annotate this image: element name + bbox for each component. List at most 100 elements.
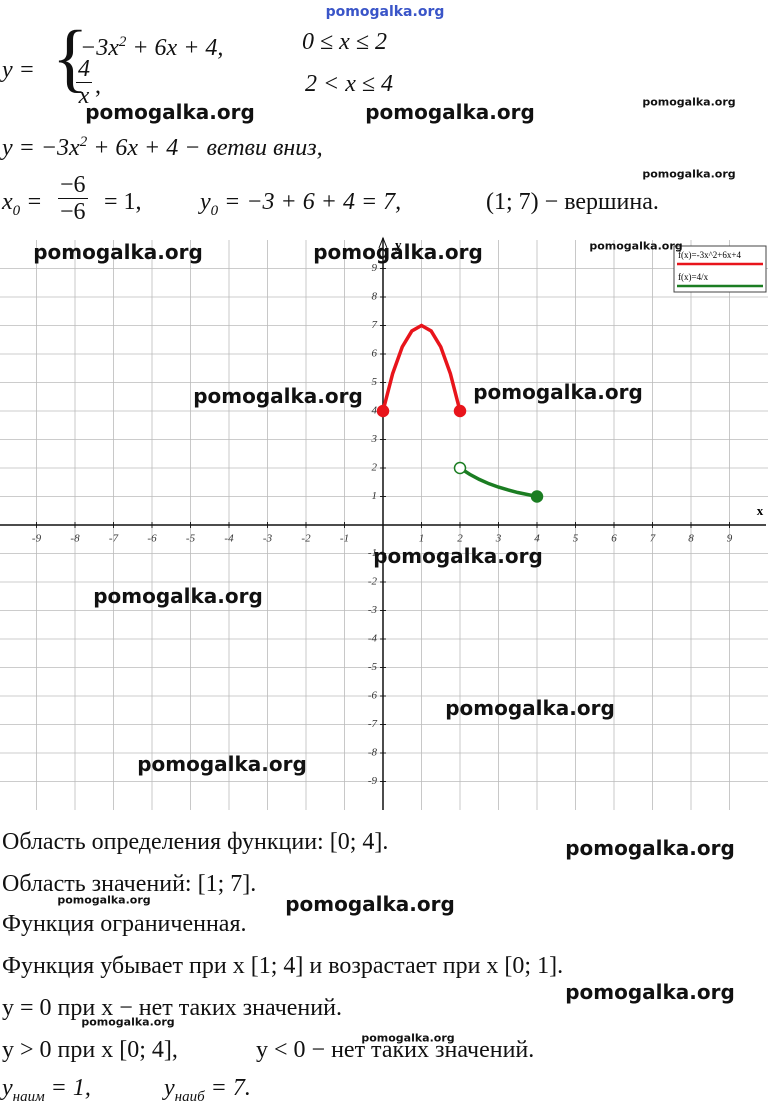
watermark: pomogalka.org	[193, 384, 363, 408]
point	[376, 404, 390, 418]
x-tick-label: 7	[650, 533, 656, 545]
x-tick-label: 6	[611, 533, 617, 545]
y-tick-label: -9	[368, 775, 378, 787]
extrema: yнаим = 1,	[2, 1074, 91, 1105]
text-line: y = 0 при x − нет таких значений.	[2, 995, 342, 1021]
legend-label: f(x)=-3x^2+6x+4	[678, 250, 741, 260]
y-tick-label: 8	[372, 291, 378, 303]
sign-line: y < 0 − нет таких значений.	[256, 1037, 535, 1063]
y-tick-label: -5	[368, 661, 378, 673]
y-tick-label: -2	[368, 576, 378, 588]
formula-line: y = −3x2 + 6x + 4 − ветви вниз,	[2, 128, 323, 162]
y-tick-label: 2	[372, 462, 378, 474]
watermark: pomogalka.org	[81, 1015, 175, 1029]
x-tick-label: -4	[224, 533, 234, 545]
subscript: 0	[210, 202, 219, 219]
x-tick-label: -8	[70, 533, 80, 545]
watermark: pomogalka.org	[93, 584, 263, 608]
case1: −3x2 + 6x + 4,	[80, 28, 223, 62]
y-tick-label: -7	[368, 718, 378, 730]
watermark: pomogalka.org	[589, 239, 683, 253]
x-tick-label: 1	[419, 533, 425, 545]
subscript: 0	[12, 202, 21, 219]
text-line: Функция ограниченная.	[2, 911, 247, 937]
var: x	[2, 189, 13, 215]
watermark: pomogalka.org	[473, 380, 643, 404]
x-tick-label: -3	[263, 533, 273, 545]
y-tick-label: 6	[372, 348, 378, 360]
formula: = −3 + 6 + 4 = 7,	[218, 189, 402, 215]
y-axis-label: y	[395, 237, 402, 252]
y-tick-label: -8	[368, 747, 378, 759]
y-tick-label: 1	[372, 490, 378, 502]
y-tick-label: 7	[372, 319, 378, 331]
watermark: pomogalka.org	[361, 1031, 455, 1045]
formula: = 7.	[204, 1075, 251, 1101]
y0: y0 = −3 + 6 + 4 = 7,	[200, 188, 401, 225]
x-tick-label: -7	[109, 533, 119, 545]
watermark: pomogalka.org	[445, 696, 615, 720]
legend	[673, 245, 767, 293]
watermark: pomogalka.org	[325, 4, 445, 20]
x-tick-label: -9	[32, 533, 42, 545]
watermark: pomogalka.org	[85, 100, 255, 124]
var: y	[164, 1075, 175, 1101]
condition: 2 < x ≤ 4	[305, 71, 394, 97]
denominator: −6	[60, 199, 86, 225]
text-line: Область значений: [1; 7].	[2, 871, 257, 897]
y-tick-label: -1	[368, 547, 377, 559]
vertex: (1; 7) − вершина.	[486, 189, 659, 215]
x-tick-label: 3	[495, 533, 502, 545]
y-tick-label: -3	[368, 604, 378, 616]
y-tick-label: 4	[372, 405, 378, 417]
formula: =	[20, 189, 43, 215]
watermark: pomogalka.org	[285, 892, 455, 916]
formula: −3x	[80, 35, 119, 61]
var: y	[2, 1075, 13, 1101]
x-tick-label: 5	[573, 533, 579, 545]
text-line: Область определения функции: [0; 4].	[2, 829, 389, 855]
x-tick-label: -1	[340, 533, 349, 545]
watermark: pomogalka.org	[57, 893, 151, 907]
watermark: pomogalka.org	[373, 544, 543, 568]
point	[453, 461, 467, 475]
x-tick-label: -6	[147, 533, 157, 545]
condition: 0 ≤ x ≤ 2	[302, 29, 387, 55]
graph: -9 -8 -7 -6 -5 -4 -3 -2 -1 1 2 3 4 5 6 7 8 9 -9 -8 -7 -6 -5 -4 -…	[0, 236, 768, 810]
formula: + 6x + 4 − ветви вниз,	[87, 135, 323, 161]
fraction: −6 −6	[58, 172, 88, 225]
x0: x0 =	[2, 188, 42, 225]
formula: y = −3x	[2, 135, 80, 161]
numerator: −6	[58, 172, 88, 199]
point	[530, 490, 544, 503]
y-tick-label: 9	[372, 262, 378, 274]
y-tick-label: -4	[368, 633, 378, 645]
comma: ,	[95, 73, 101, 99]
formula: = 1,	[104, 189, 142, 215]
brace: {	[52, 16, 89, 100]
x-tick-label: -2	[301, 533, 311, 545]
legend-label: f(x)=4/x	[678, 272, 709, 282]
curve	[381, 323, 462, 412]
watermark: pomogalka.org	[33, 240, 203, 264]
watermark: pomogalka.org	[137, 752, 307, 776]
x-tick-label: 4	[534, 533, 540, 545]
watermark: pomogalka.org	[565, 980, 735, 1004]
sign-line: y > 0 при x [0; 4],	[2, 1037, 178, 1063]
curve	[459, 466, 538, 499]
arrow	[378, 236, 388, 249]
numerator: 4	[76, 56, 92, 83]
subscript: наим	[12, 1088, 45, 1105]
var: y	[200, 189, 211, 215]
extrema: yнаиб = 7.	[164, 1074, 251, 1105]
x-tick-label: 2	[457, 533, 463, 545]
watermark: pomogalka.org	[642, 167, 736, 181]
formula-lhs: y =	[2, 57, 35, 83]
denominator: x	[78, 83, 90, 109]
subscript: наиб	[174, 1088, 205, 1105]
x-tick-label: -5	[186, 533, 196, 545]
formula: + 6x + 4,	[126, 35, 224, 61]
exponent: 2	[79, 134, 88, 150]
